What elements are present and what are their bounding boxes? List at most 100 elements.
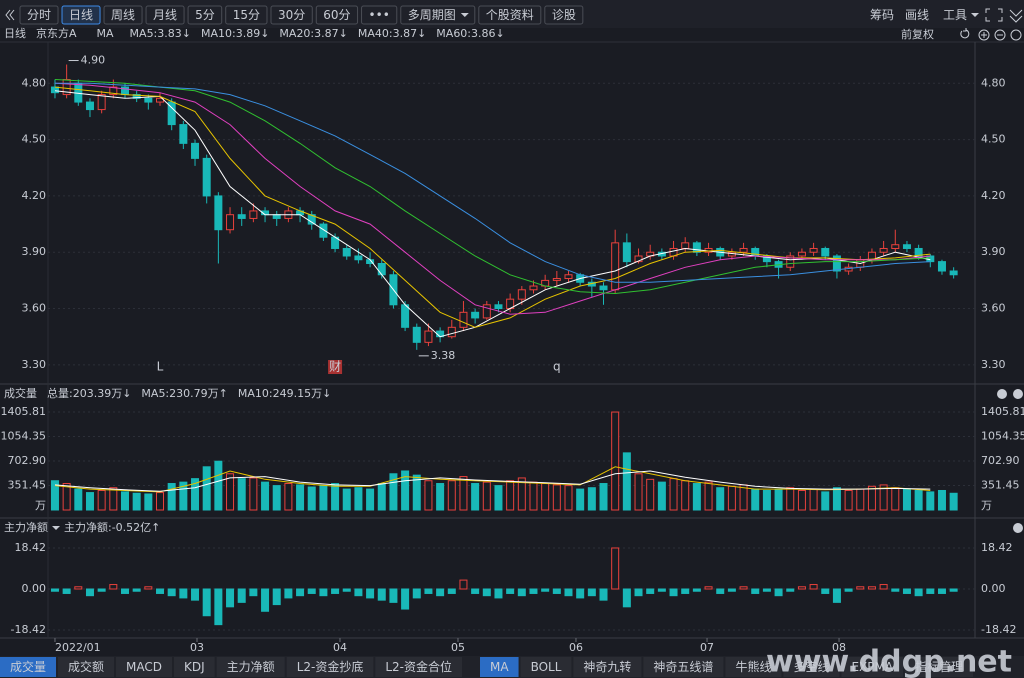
adjust-label[interactable]: 前复权 — [901, 27, 934, 41]
volume-bar — [85, 492, 94, 511]
toolbar-button-label[interactable]: ••• — [369, 8, 390, 22]
tab[interactable] — [573, 657, 642, 677]
tab-label[interactable]: 神奇五线谱 — [653, 660, 713, 674]
candle-body — [167, 101, 176, 126]
volume-bar — [914, 489, 923, 511]
tab[interactable] — [480, 657, 519, 677]
tab-label[interactable]: MA — [490, 660, 509, 674]
toolbar-button[interactable] — [145, 5, 185, 25]
fullscreen-icon[interactable] — [985, 8, 1003, 22]
tab[interactable] — [905, 657, 974, 677]
toolbar-button-label[interactable]: 多周期图 — [408, 8, 456, 22]
tab[interactable] — [643, 657, 724, 677]
candle-body — [342, 247, 351, 257]
tab-label[interactable]: L2-资金抄底 — [297, 659, 364, 674]
tab-label[interactable]: 指标管理 — [915, 659, 963, 674]
toolbar-button[interactable] — [478, 5, 542, 25]
toolbar-button-label[interactable]: 60分 — [323, 8, 350, 22]
toolbar-button[interactable] — [315, 5, 359, 25]
flow-bar — [599, 588, 608, 601]
y-tick-label: 1054.35 — [981, 430, 1024, 443]
toolbar-button-label[interactable]: 个股资料 — [486, 8, 534, 22]
expand-icon[interactable] — [1009, 9, 1023, 23]
candle-body — [97, 94, 106, 111]
toolbar-button[interactable] — [61, 5, 101, 25]
tab[interactable] — [841, 657, 904, 677]
toolbar-button[interactable] — [361, 5, 398, 25]
toolbar-tool[interactable]: 画线 — [905, 8, 929, 22]
volume-bar — [237, 478, 246, 511]
candle-body — [832, 255, 841, 272]
tab[interactable] — [286, 657, 374, 677]
tab-label[interactable]: KDJ — [184, 660, 205, 674]
volume-bar — [202, 466, 211, 511]
candle-body — [272, 214, 281, 219]
toolbar-button[interactable] — [187, 5, 223, 25]
tab[interactable] — [116, 657, 173, 677]
tab-label[interactable]: BOLL — [531, 660, 562, 674]
flow-bar — [774, 588, 783, 597]
tab-label[interactable]: EXPMA — [851, 660, 893, 674]
volume-bar — [751, 488, 760, 511]
flow-bar — [50, 588, 59, 592]
toolbar-button-label[interactable]: 分时 — [27, 8, 51, 22]
ma-line — [54, 79, 931, 295]
event-marker[interactable]: q — [553, 360, 561, 374]
tab-label[interactable]: MACD — [126, 660, 162, 674]
tab-label[interactable]: L2-资金合位 — [385, 659, 452, 674]
tab-label[interactable]: 成交额 — [68, 659, 104, 674]
toolbar-button[interactable] — [225, 5, 268, 25]
tab[interactable] — [725, 657, 782, 677]
collapse-icon[interactable] — [5, 9, 15, 21]
panel-icons[interactable] — [997, 389, 1023, 533]
toolbar-tool[interactable]: 筹码 — [870, 8, 894, 22]
toolbar-button-label[interactable]: 30分 — [278, 8, 305, 22]
flow-bar — [692, 588, 701, 592]
volume-bar — [261, 481, 270, 511]
flow-bar — [202, 588, 211, 617]
volume-bar — [424, 480, 433, 511]
tab-label[interactable]: 多空线 — [793, 660, 829, 674]
toolbar-button[interactable] — [544, 5, 584, 25]
tab[interactable] — [520, 657, 572, 677]
flow-bar — [576, 588, 585, 599]
tab-label[interactable]: 成交量 — [10, 659, 46, 674]
toolbar-button-label[interactable]: 日线 — [69, 8, 93, 22]
ma-line — [54, 90, 931, 338]
toolbar-button[interactable] — [270, 5, 313, 25]
tab[interactable] — [216, 657, 285, 677]
tab[interactable] — [375, 657, 462, 677]
tab-label[interactable]: 主力净额 — [227, 660, 275, 674]
event-marker[interactable]: 财 — [329, 360, 341, 374]
toolbar-button[interactable] — [400, 5, 476, 25]
volume-bar — [482, 481, 491, 511]
flow-bar — [937, 588, 946, 594]
candle-body — [132, 94, 141, 99]
volume-bar — [937, 489, 946, 511]
candle-body — [937, 261, 946, 272]
flow-bar — [482, 588, 491, 597]
event-marker[interactable]: L — [157, 360, 164, 374]
y-tick-label: 351.45 — [8, 479, 47, 492]
toolbar-button-label[interactable]: 5分 — [195, 8, 215, 22]
volume-bar — [132, 492, 141, 511]
volume-bar — [552, 484, 561, 511]
toolbar-button-label[interactable]: 月线 — [153, 8, 177, 22]
tab[interactable] — [783, 657, 840, 677]
tab[interactable] — [0, 657, 57, 677]
volume-bar — [120, 491, 129, 511]
toolbar-button-label[interactable]: 周线 — [111, 8, 135, 22]
tab[interactable] — [174, 657, 215, 677]
tab[interactable] — [58, 657, 115, 677]
chart-icons[interactable] — [960, 28, 1022, 41]
toolbar-button[interactable] — [103, 5, 143, 25]
flow-bar — [132, 588, 141, 592]
toolbar-tool[interactable]: 工具 — [943, 8, 967, 22]
candle-body — [529, 285, 538, 291]
toolbar-button-label[interactable]: 诊股 — [552, 8, 576, 22]
tab-label[interactable]: 牛熊线 — [735, 659, 771, 674]
toolbar-button-label[interactable]: 15分 — [233, 8, 260, 22]
tab-label[interactable]: 神奇九转 — [583, 659, 631, 674]
toolbar-button[interactable] — [19, 5, 59, 25]
flow-bar — [879, 584, 888, 590]
